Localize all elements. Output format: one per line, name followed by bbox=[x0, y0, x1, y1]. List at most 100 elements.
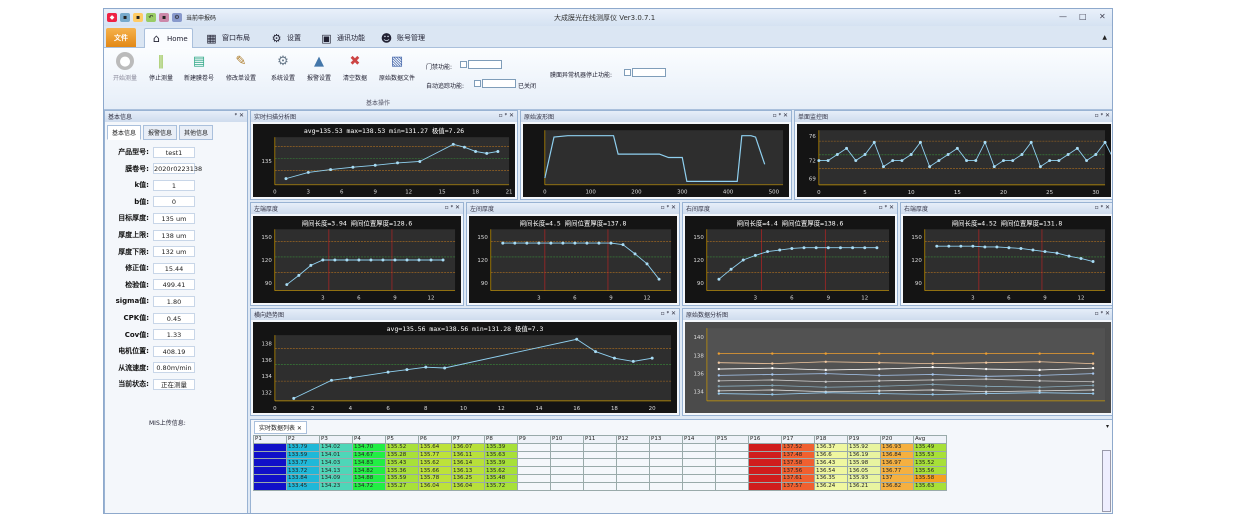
gate-field[interactable] bbox=[468, 60, 502, 69]
table-panel-menu-icon[interactable]: ▾ bbox=[1105, 423, 1109, 430]
column-header[interactable]: P20 bbox=[880, 435, 914, 444]
history-analysis-panel: 原始数据分析图 ▫ ᵠ ✕ 134 136 138 140 bbox=[682, 308, 1112, 416]
x-tick-label: 4 bbox=[349, 406, 353, 412]
clear-data-button[interactable]: ✖ 清空数据 bbox=[342, 53, 367, 83]
column-header[interactable]: P6 bbox=[418, 435, 452, 444]
data-point bbox=[878, 392, 881, 395]
table-cell bbox=[715, 473, 749, 483]
stop-on-fault-checkbox[interactable] bbox=[624, 69, 631, 76]
column-header[interactable]: P7 bbox=[451, 435, 485, 444]
y-tick-label: 76 bbox=[809, 134, 816, 140]
x-tick-label: 6 bbox=[357, 296, 361, 302]
close-button[interactable]: ✕ bbox=[1099, 12, 1106, 21]
data-point bbox=[1020, 152, 1024, 156]
column-header[interactable]: P17 bbox=[781, 435, 815, 444]
quick-access-label[interactable]: 当前申报码 bbox=[186, 15, 217, 22]
table-row[interactable]: 133.72 134.13 134.82 135.36 135.66 136.13 135.… bbox=[253, 466, 947, 475]
settings-quick-icon[interactable]: ⚙ bbox=[172, 13, 182, 22]
maximize-button[interactable]: □ bbox=[1079, 12, 1087, 21]
series-line bbox=[502, 242, 660, 280]
column-header[interactable]: Avg bbox=[913, 435, 947, 444]
chart-caption: 闸间长度=4.52 闸间位置厚度=131.8 bbox=[952, 218, 1063, 227]
print-icon[interactable]: ▪ bbox=[159, 13, 169, 22]
data-point bbox=[309, 263, 313, 267]
tab-accounts[interactable]: ☻ 账号管理 bbox=[380, 31, 425, 45]
column-header[interactable]: P9 bbox=[517, 435, 551, 444]
save-icon[interactable]: ▪ bbox=[120, 13, 130, 22]
tab-communication[interactable]: ▣ 通讯功能 bbox=[319, 28, 365, 48]
data-point bbox=[501, 241, 505, 245]
tab-alarm-info[interactable]: 报警信息 bbox=[143, 125, 178, 140]
column-header[interactable]: P13 bbox=[649, 435, 683, 444]
table-cell: 137 bbox=[880, 473, 914, 483]
system-settings-button[interactable]: ⚙ 系统设置 bbox=[270, 53, 295, 83]
column-header[interactable]: P15 bbox=[715, 435, 749, 444]
table-cell bbox=[682, 466, 716, 475]
auto-follow-label: 自动追踪功能: bbox=[426, 83, 465, 90]
table-cell: 135.53 bbox=[913, 450, 947, 460]
column-header[interactable]: P3 bbox=[319, 435, 353, 444]
gate-checkbox[interactable] bbox=[460, 61, 467, 68]
column-header[interactable]: P8 bbox=[484, 435, 518, 444]
column-header[interactable]: P12 bbox=[616, 435, 650, 444]
x-tick-label: 8 bbox=[424, 406, 428, 412]
column-header[interactable]: P2 bbox=[286, 435, 320, 444]
tab-home[interactable]: ⌂ Home bbox=[144, 28, 193, 48]
column-header[interactable]: P1 bbox=[253, 435, 287, 444]
table-row[interactable]: 133.59 134.01 134.67 135.28 135.77 136.11 135.… bbox=[253, 450, 947, 460]
data-point bbox=[766, 250, 770, 254]
alarm-settings-button[interactable]: ▲ 报警设置 bbox=[306, 53, 331, 83]
column-header[interactable]: P14 bbox=[682, 435, 716, 444]
column-header[interactable]: P18 bbox=[814, 435, 848, 444]
column-header[interactable]: P4 bbox=[352, 435, 386, 444]
column-header[interactable]: P19 bbox=[847, 435, 881, 444]
column-header[interactable]: P10 bbox=[550, 435, 584, 444]
auto-follow-field[interactable] bbox=[482, 79, 516, 88]
column-header[interactable]: P11 bbox=[583, 435, 617, 444]
tab-settings[interactable]: ⚙ 设置 bbox=[269, 28, 301, 48]
stop-on-fault-field[interactable] bbox=[632, 68, 666, 77]
series-line bbox=[718, 373, 1094, 377]
data-point bbox=[717, 277, 721, 281]
data-point bbox=[984, 377, 988, 381]
undo-icon[interactable]: ↶ bbox=[146, 13, 156, 22]
table-row[interactable]: 133.77 134.03 134.83 135.43 135.62 136.14 135.… bbox=[253, 458, 947, 468]
data-point bbox=[1038, 391, 1041, 394]
edit-settings-button[interactable]: ✎ 修改单设置 bbox=[225, 53, 256, 83]
ribbon-collapse-icon[interactable]: ▲ bbox=[1102, 34, 1107, 41]
table-cell: 135.63 bbox=[484, 450, 518, 460]
tab-realtime-table[interactable]: 实时数据列表 ✕ bbox=[254, 421, 307, 434]
table-row[interactable]: 133.45 134.23 134.72 135.27 136.04 136.04 135.… bbox=[253, 481, 947, 491]
data-point bbox=[1048, 159, 1052, 163]
tab-layout[interactable]: ▦ 窗口布局 bbox=[204, 28, 250, 48]
tab-other-info[interactable]: 其他信息 bbox=[179, 125, 214, 140]
chart-caption: 闸间长度=4.4 闸间位置厚度=138.6 bbox=[737, 218, 844, 227]
data-point bbox=[369, 258, 373, 262]
data-point bbox=[717, 361, 721, 364]
table-cell bbox=[583, 458, 617, 468]
data-point bbox=[959, 244, 963, 248]
table-row[interactable]: 133.84 134.09 134.88 135.59 135.78 136.25 135.… bbox=[253, 473, 947, 483]
table-cell: 134.70 bbox=[352, 442, 386, 452]
info-row: k值: 1 bbox=[109, 179, 243, 191]
open-icon[interactable]: ▪ bbox=[133, 13, 143, 22]
auto-follow-checkbox[interactable] bbox=[474, 80, 481, 87]
panel-buttons[interactable]: ᵠ ✕ bbox=[234, 112, 244, 119]
column-header[interactable]: P5 bbox=[385, 435, 419, 444]
x-tick-label: 2 bbox=[311, 406, 314, 412]
raw-file-button[interactable]: ▧ 原始数据文件 bbox=[378, 53, 415, 83]
new-roll-button[interactable]: ▤ 新建膜卷号 bbox=[183, 53, 214, 83]
y-tick-label: 120 bbox=[693, 258, 704, 264]
stop-measure-button[interactable]: ‖ 停止测量 bbox=[148, 53, 173, 83]
file-menu-button[interactable]: 文件 bbox=[106, 28, 136, 47]
info-label: 电机位置: bbox=[118, 347, 149, 356]
table-scrollbar[interactable] bbox=[1102, 450, 1111, 512]
data-point bbox=[824, 372, 827, 375]
table-row[interactable]: 133.79 134.02 134.70 135.52 135.64 136.07 135.… bbox=[253, 442, 947, 452]
minimize-button[interactable]: — bbox=[1059, 12, 1067, 21]
start-measure-button[interactable]: ● 开始测量 bbox=[112, 52, 137, 82]
info-row: 检验值: 499.41 bbox=[109, 279, 243, 291]
info-value: 1.33 bbox=[153, 329, 195, 341]
column-header[interactable]: P16 bbox=[748, 435, 782, 444]
tab-basic-info[interactable]: 基本信息 bbox=[107, 125, 142, 140]
